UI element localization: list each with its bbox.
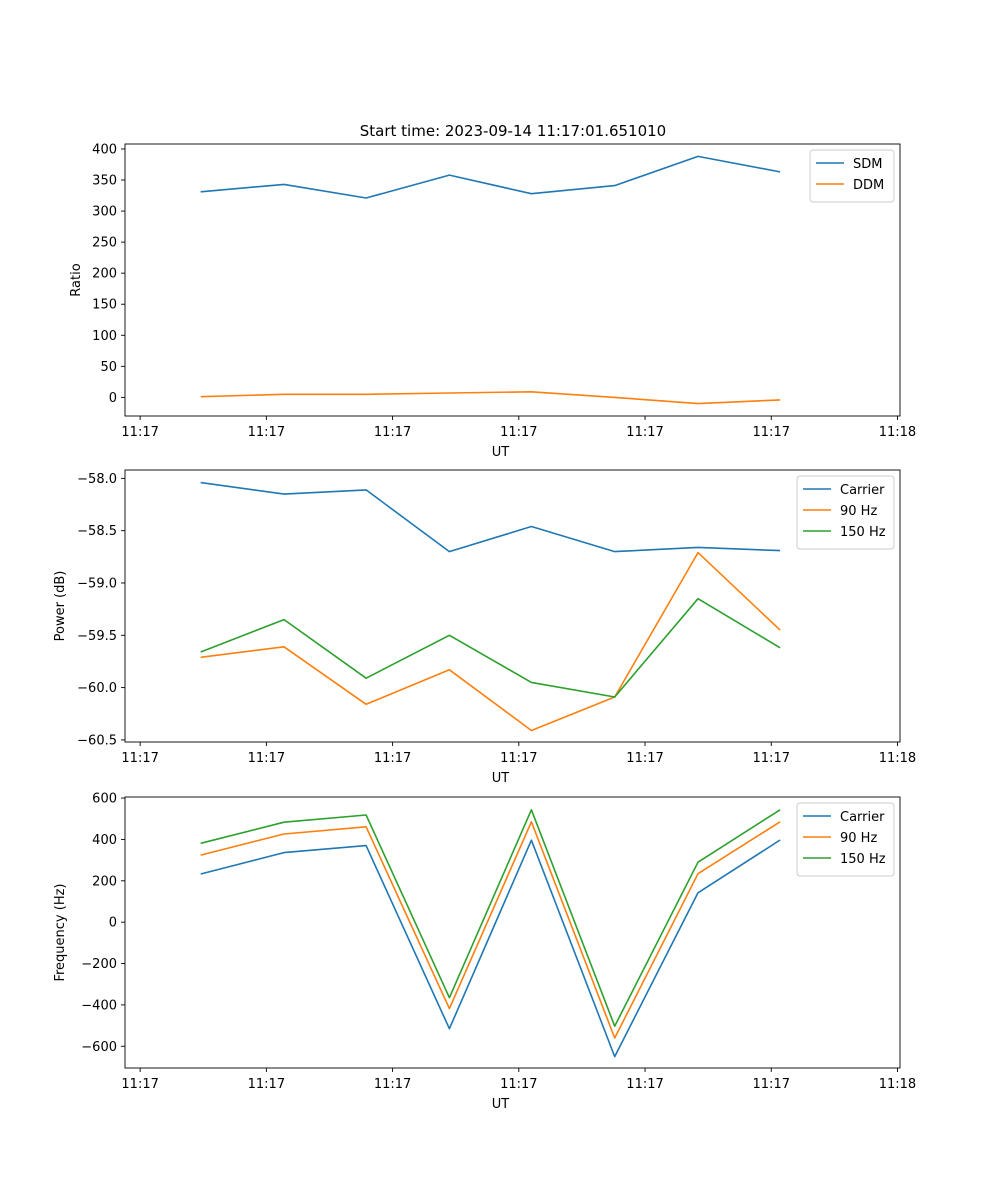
y-tick-label: −58.5 — [77, 524, 117, 539]
series-line-150-hz — [200, 597, 781, 698]
x-tick-label: 11:18 — [879, 425, 916, 440]
y-axis-label: Power (dB) — [53, 571, 68, 642]
x-tick-label: 11:17 — [374, 425, 411, 440]
series-line-ddm — [200, 390, 781, 405]
y-tick-label: 50 — [100, 360, 117, 375]
x-tick-label: 11:17 — [753, 425, 790, 440]
x-tick-label: 11:18 — [879, 1077, 916, 1092]
x-tick-label: 11:17 — [626, 751, 663, 766]
x-tick-label: 11:17 — [500, 425, 537, 440]
subplot-3: 11:17 11:17 11:17 11:17 11:17 11:17 11:18 600 40… — [53, 792, 916, 1112]
y-tick-label: 400 — [92, 833, 117, 848]
legend-label: SDM — [853, 157, 882, 172]
legend-label: DDM — [853, 178, 884, 193]
x-tick-label: 11:17 — [248, 425, 285, 440]
y-tick-label: 600 — [92, 792, 117, 807]
series-line-150-hz — [200, 808, 781, 1027]
x-tick-label: 11:17 — [248, 751, 285, 766]
subplot-2: 11:17 11:17 11:17 11:17 11:17 11:17 11:18 −58.0… — [53, 469, 916, 786]
y-tick-label: 100 — [92, 329, 117, 344]
axes-frame — [124, 143, 901, 417]
y-tick-label: 0 — [109, 916, 117, 931]
legend-label: 90 Hz — [840, 504, 877, 519]
series-line-90-hz — [200, 551, 781, 732]
x-tick-label: 11:17 — [121, 1077, 158, 1092]
series-line-carrier — [200, 839, 781, 1058]
y-axis-label: Frequency (Hz) — [53, 883, 68, 981]
x-tick-label: 11:17 — [248, 1077, 285, 1092]
y-tick-label: −60.0 — [77, 681, 117, 696]
x-tick-label: 11:17 — [121, 751, 158, 766]
legend-label: Carrier — [840, 810, 885, 825]
x-axis-label: UT — [492, 445, 510, 460]
legend-label: 150 Hz — [840, 852, 886, 867]
x-tick-label: 11:17 — [121, 425, 158, 440]
y-tick-label: −60.5 — [77, 733, 117, 748]
axes-frame — [124, 469, 901, 743]
y-tick-label: −58.0 — [77, 472, 117, 487]
y-tick-label: −200 — [81, 957, 117, 972]
legend-label: Carrier — [840, 483, 885, 498]
x-tick-label: 11:17 — [500, 751, 537, 766]
y-tick-label: 150 — [92, 298, 117, 313]
subplot-1: 11:17 11:17 11:17 11:17 11:17 11:17 11:18 0 50 10… — [69, 142, 916, 460]
y-tick-label: 0 — [109, 391, 117, 406]
y-tick-label: −59.5 — [77, 629, 117, 644]
legend-label: 150 Hz — [840, 525, 886, 540]
y-tick-label: 200 — [92, 874, 117, 889]
x-axis-label: UT — [492, 1097, 510, 1112]
series-line-90-hz — [200, 820, 781, 1039]
y-tick-label: 350 — [92, 174, 117, 189]
x-tick-label: 11:17 — [500, 1077, 537, 1092]
x-tick-label: 11:18 — [879, 751, 916, 766]
x-tick-label: 11:17 — [753, 751, 790, 766]
x-axis-label: UT — [492, 771, 510, 786]
y-tick-label: 400 — [92, 142, 117, 157]
legend: Carrier 90 Hz 150 Hz — [796, 802, 895, 877]
x-tick-label: 11:17 — [374, 751, 411, 766]
y-axis-label: Ratio — [69, 263, 84, 296]
y-tick-label: 200 — [92, 267, 117, 282]
legend: Carrier 90 Hz 150 Hz — [796, 475, 895, 550]
series-line-sdm — [200, 155, 781, 199]
x-tick-label: 11:17 — [753, 1077, 790, 1092]
y-tick-label: 300 — [92, 205, 117, 220]
legend-label: 90 Hz — [840, 831, 877, 846]
figure-title: Start time: 2023-09-14 11:17:01.651010 — [360, 122, 666, 140]
x-tick-label: 11:17 — [626, 1077, 663, 1092]
subplots: 11:17 11:17 11:17 11:17 11:17 11:17 11:18 0 50 10… — [53, 142, 916, 1112]
y-tick-label: −600 — [81, 1040, 117, 1055]
y-tick-label: −400 — [81, 998, 117, 1013]
x-tick-label: 11:17 — [626, 425, 663, 440]
x-tick-label: 11:17 — [374, 1077, 411, 1092]
legend: SDM DDM — [809, 149, 895, 203]
series-line-carrier — [200, 481, 781, 553]
y-tick-label: 250 — [92, 236, 117, 251]
axes-frame — [124, 796, 901, 1069]
y-tick-label: −59.0 — [77, 576, 117, 591]
